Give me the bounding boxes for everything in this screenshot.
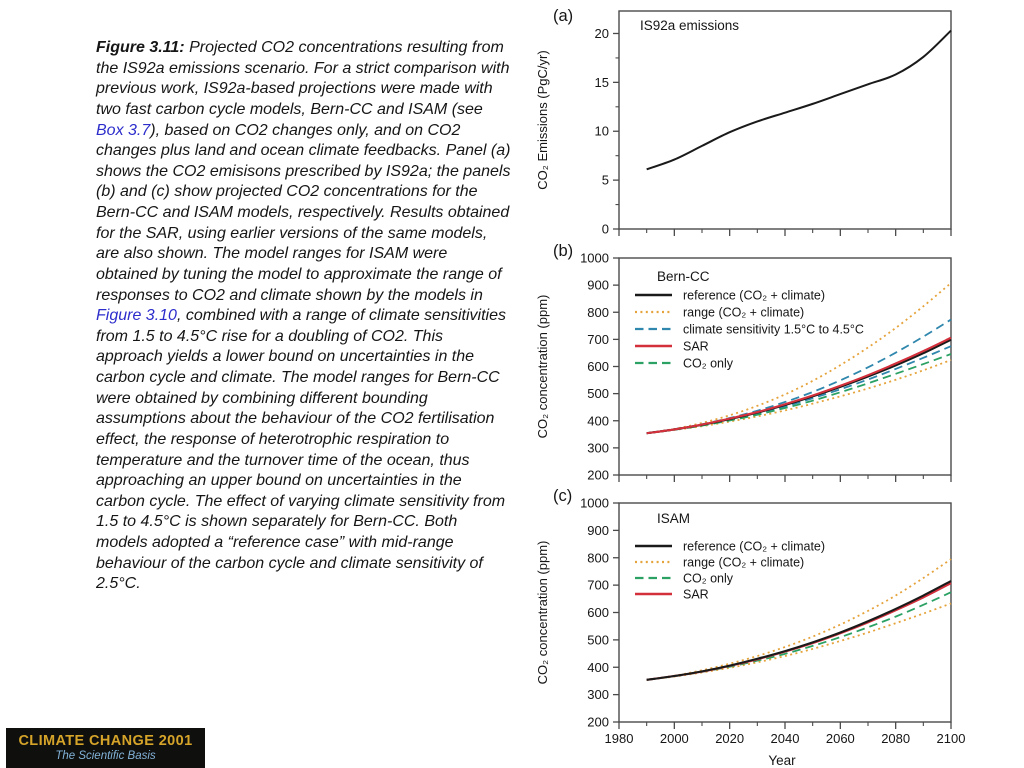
panel-label: (a) <box>553 7 573 25</box>
y-tick-label: 700 <box>587 332 609 347</box>
y-tick-label: 400 <box>587 413 609 428</box>
figure-panel: 0 5 10 15 20 (a) IS92a emissions CO₂ Emissions … <box>520 0 1024 768</box>
y-tick-label: 600 <box>587 359 609 374</box>
panel-label: (b) <box>553 242 573 260</box>
chart-title: IS92a emissions <box>640 18 739 33</box>
chart-panel-a: 0 5 10 15 20 (a) IS92a emissions CO₂ Emissions … <box>535 7 952 237</box>
x-tick-label: 2080 <box>881 731 910 746</box>
y-tick-label: 800 <box>587 550 609 565</box>
x-tick-label: 2020 <box>715 731 744 746</box>
series-line-co2-only <box>646 353 952 435</box>
y-tick-label: 500 <box>587 386 609 401</box>
caption-text: , combined with a range of climate sensi… <box>96 307 506 593</box>
y-tick-label: 600 <box>587 605 609 620</box>
y-tick-label: 10 <box>595 124 609 139</box>
legend-label: range (CO₂ + climate) <box>683 306 804 320</box>
x-tick-label: 2000 <box>660 731 689 746</box>
y-axis-label: CO₂ concentration (ppm) <box>535 541 550 685</box>
legend-label: reference (CO₂ + climate) <box>683 289 825 303</box>
series-line-range-upper-co2-climate- <box>646 282 952 435</box>
y-tick-label: 200 <box>587 468 609 483</box>
legend-label: reference (CO₂ + climate) <box>683 540 825 554</box>
series-line-climate-sensitivity-lower-1-5c <box>646 345 952 435</box>
y-tick-label: 900 <box>587 523 609 538</box>
y-tick-label: 1000 <box>580 251 609 266</box>
y-tick-label: 300 <box>587 687 609 702</box>
figure-caption: Figure 3.11: Projected CO2 concentration… <box>96 38 513 595</box>
legend-label: climate sensitivity 1.5°C to 4.5°C <box>683 323 864 337</box>
plot-box <box>618 502 952 723</box>
chart-title: ISAM <box>657 511 690 526</box>
legend-label: CO₂ only <box>683 572 734 586</box>
caption-text: Figure 3.11: <box>96 39 185 56</box>
panel-label: (c) <box>553 487 572 505</box>
legend-label: CO₂ only <box>683 357 734 371</box>
x-axis-label: Year <box>768 753 796 768</box>
y-tick-label: 500 <box>587 632 609 647</box>
y-tick-label: 15 <box>595 75 609 90</box>
logo-subtitle: The Scientific Basis <box>55 750 156 763</box>
y-tick-label: 200 <box>587 715 609 730</box>
y-tick-label: 5 <box>602 173 609 188</box>
caption-link[interactable]: Figure 3.10 <box>96 307 177 325</box>
y-tick-label: 1000 <box>580 496 609 511</box>
x-tick-label: 2060 <box>826 731 855 746</box>
y-tick-label: 800 <box>587 305 609 320</box>
series-line-is92a-emissions <box>646 29 952 171</box>
series-line-sar <box>646 336 952 435</box>
plot-box <box>618 10 952 230</box>
chart-panel-c: 200 300 400 500 600 700 800 900 1000 1980 2000 2020… <box>535 487 966 768</box>
y-axis-label: CO₂ Emissions (PgC/yr) <box>535 50 550 189</box>
series-line-co2-only <box>646 591 952 681</box>
legend-label: SAR <box>683 340 709 354</box>
x-tick-label: 1980 <box>605 731 634 746</box>
series-line-climate-sensitivity-upper-4-5c <box>646 318 952 435</box>
logo-title: CLIMATE CHANGE 2001 <box>18 732 193 749</box>
caption-text: ), based on CO2 changes only, and on CO2… <box>96 121 511 304</box>
chart-panel-b: 200 300 400 500 600 700 800 900 1000 (b) Bern-CC re… <box>535 242 952 483</box>
y-axis-label: CO₂ concentration (ppm) <box>535 295 550 439</box>
series-line-range-upper-co2-climate- <box>646 558 952 681</box>
x-tick-label: 2040 <box>771 731 800 746</box>
y-tick-label: 20 <box>595 26 609 41</box>
legend-label: SAR <box>683 588 709 602</box>
report-logo: CLIMATE CHANGE 2001 The Scientific Basis <box>6 728 205 768</box>
legend-label: range (CO₂ + climate) <box>683 556 804 570</box>
y-tick-label: 400 <box>587 660 609 675</box>
caption-text: Projected CO2 concentrations resulting f… <box>96 39 510 118</box>
y-tick-label: 0 <box>602 222 609 237</box>
chart-title: Bern-CC <box>657 269 710 284</box>
x-tick-label: 2100 <box>937 731 966 746</box>
y-tick-label: 900 <box>587 278 609 293</box>
y-tick-label: 700 <box>587 578 609 593</box>
series-line-reference-co2-climate- <box>646 580 952 681</box>
series-line-reference-co2-climate- <box>646 338 952 435</box>
y-tick-label: 300 <box>587 440 609 455</box>
caption-link[interactable]: Box 3.7 <box>96 121 151 139</box>
